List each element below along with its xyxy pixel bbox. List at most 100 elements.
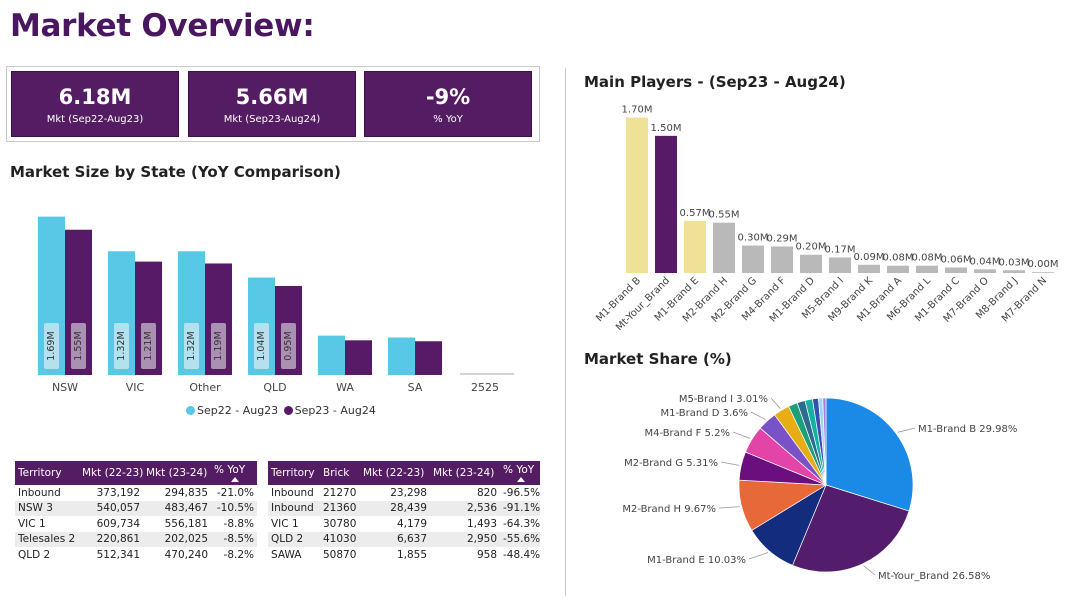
data-label: 0.30M xyxy=(738,233,769,244)
bar[interactable] xyxy=(829,257,851,273)
table-cell: 820 xyxy=(476,486,497,499)
table-cell: Telesales 2 xyxy=(15,531,79,547)
data-label-bg xyxy=(114,323,129,369)
col-header-sorted[interactable]: % YoY xyxy=(500,461,540,485)
col-header[interactable]: Brick xyxy=(320,461,360,485)
table-cell: SAWA xyxy=(271,548,302,561)
table-row[interactable]: NSW 3 540,057 483,467 -10.5% xyxy=(15,500,257,516)
page-title: Market Overview: xyxy=(10,8,315,44)
table-cell: 50870 xyxy=(323,548,357,561)
kpi-value: -9% xyxy=(425,85,471,109)
table-row[interactable]: VIC 1 30780 4,179 1,493 -64.3% xyxy=(268,516,540,532)
table-row[interactable]: QLD 2 41030 6,637 2,950 -55.6% xyxy=(268,531,540,547)
legend-label: Sep22 - Aug23 xyxy=(197,404,279,417)
slice-label: M1-Brand D 3.6% xyxy=(661,408,749,419)
leader-line xyxy=(748,552,769,560)
col-header[interactable]: Mkt (22-23) xyxy=(79,461,143,485)
col-header[interactable]: Mkt (23-24) xyxy=(430,461,500,485)
table-cell: VIC 1 xyxy=(271,517,299,530)
data-label: 0.00M xyxy=(1028,259,1059,270)
col-header[interactable]: Territory xyxy=(15,461,79,485)
state-chart-title: Market Size by State (YoY Comparison) xyxy=(10,163,341,181)
table-cell: -8.2% xyxy=(223,548,254,561)
data-label: 0.55M xyxy=(709,210,740,221)
section-divider xyxy=(565,68,566,596)
col-header-sorted[interactable]: % YoY xyxy=(211,461,257,485)
sort-arrow-icon xyxy=(214,477,254,482)
table-row[interactable]: Inbound 21360 28,439 2,536 -91.1% xyxy=(268,500,540,516)
bar[interactable] xyxy=(655,135,677,273)
bar[interactable] xyxy=(800,254,822,273)
pie-slice[interactable] xyxy=(825,397,914,512)
table-cell: QLD 2 xyxy=(18,548,51,561)
pie-slice[interactable] xyxy=(822,397,827,486)
bar[interactable] xyxy=(771,246,793,273)
table-cell: -8.8% xyxy=(223,517,254,530)
leader-line xyxy=(897,427,916,433)
territory-table: Territory Mkt (22-23) Mkt (23-24) % YoY … xyxy=(15,461,257,563)
bar[interactable] xyxy=(388,337,415,375)
table-cell: -91.1% xyxy=(500,500,540,516)
table-cell: -48.4% xyxy=(503,548,540,561)
col-header[interactable]: Mkt (23-24) xyxy=(143,461,211,485)
kpi-label: % YoY xyxy=(433,114,463,125)
share-chart-title: Market Share (%) xyxy=(584,350,732,368)
table-cell: 4,179 xyxy=(396,517,427,530)
table-cell: Inbound xyxy=(18,486,61,499)
bar[interactable] xyxy=(945,267,967,273)
table-cell: QLD 2 xyxy=(268,531,320,547)
table-row[interactable]: VIC 1 609,734 556,181 -8.8% xyxy=(15,516,257,532)
brick-table: Territory Brick Mkt (22-23) Mkt (23-24) … xyxy=(268,461,540,563)
legend-item-series1[interactable]: Sep22 - Aug23 xyxy=(186,404,278,417)
data-label-bg xyxy=(281,323,296,369)
leader-line xyxy=(863,565,876,576)
legend-dot-icon xyxy=(186,406,195,415)
col-header[interactable]: Mkt (22-23) xyxy=(360,461,430,485)
table-row[interactable]: Inbound 373,192 294,835 -21.0% xyxy=(15,485,257,501)
bar[interactable] xyxy=(974,269,996,273)
legend-dot-icon xyxy=(283,406,293,415)
kpi-label: Mkt (Sep22-Aug23) xyxy=(46,114,144,125)
table-cell: Inbound xyxy=(268,500,320,516)
bar[interactable] xyxy=(1003,270,1025,273)
bar[interactable] xyxy=(626,117,648,273)
bar[interactable] xyxy=(684,220,706,273)
table-cell: -8.5% xyxy=(211,531,257,547)
bar[interactable] xyxy=(916,265,938,273)
table-row[interactable]: QLD 2 512,341 470,240 -8.2% xyxy=(15,547,257,563)
data-label: 0.09M xyxy=(854,252,885,263)
kpi-card-mkt-23-24: 5.66M Mkt (Sep23-Aug24) xyxy=(188,71,356,137)
bar[interactable] xyxy=(858,264,880,273)
slice-label: M1-Brand E 10.03% xyxy=(647,555,746,566)
bar[interactable] xyxy=(415,341,442,375)
pie-slice[interactable] xyxy=(792,484,910,573)
slice-label: M5-Brand I 3.01% xyxy=(679,394,768,405)
x-tick-label: NSW xyxy=(52,381,78,394)
table-cell: -96.5% xyxy=(503,486,540,499)
bar[interactable] xyxy=(887,265,909,273)
bar[interactable] xyxy=(318,335,345,375)
table-row[interactable]: Telesales 2 220,861 202,025 -8.5% xyxy=(15,531,257,547)
table-cell: 1,855 xyxy=(396,548,427,561)
table-row[interactable]: SAWA 50870 1,855 958 -48.4% xyxy=(268,547,540,563)
leader-line xyxy=(732,431,751,439)
table-cell: 1,493 xyxy=(466,517,497,530)
legend-label: Sep23 - Aug24 xyxy=(294,404,376,417)
bar[interactable] xyxy=(1032,272,1054,273)
data-label: 0.08M xyxy=(883,253,914,264)
legend-item-series2[interactable]: Sep23 - Aug24 xyxy=(283,404,376,417)
table-cell: 294,835 xyxy=(164,486,208,499)
col-header[interactable]: Territory xyxy=(268,461,320,485)
bar[interactable] xyxy=(742,245,764,273)
bar[interactable] xyxy=(345,340,372,375)
table-row[interactable]: Inbound 21270 23,298 820 -96.5% xyxy=(268,485,540,501)
table-cell: Inbound xyxy=(271,486,314,499)
slice-label: Mt-Your_Brand 26.58% xyxy=(878,571,990,582)
bar[interactable] xyxy=(713,222,735,273)
data-label: 0.20M xyxy=(796,242,827,253)
data-label: 1.55M xyxy=(73,331,84,360)
slice-label: M2-Brand H 9.67% xyxy=(622,504,716,515)
slice-label: M4-Brand F 5.2% xyxy=(644,428,730,439)
table-cell: -21.0% xyxy=(216,486,254,499)
data-label: 0.06M xyxy=(941,255,972,266)
